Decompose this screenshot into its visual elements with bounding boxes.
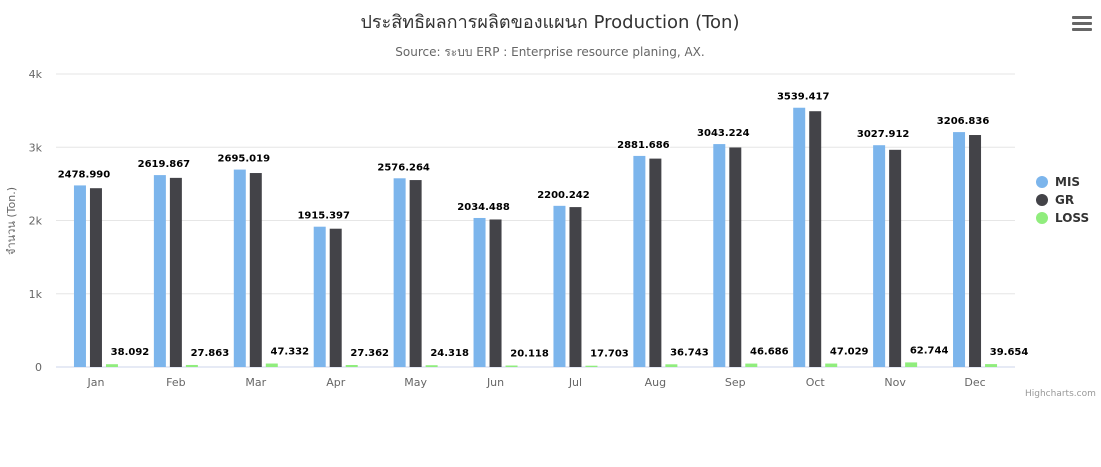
x-tick-label: Jun xyxy=(486,376,504,389)
data-label-mis: 2576.264 xyxy=(377,162,430,173)
bar-gr[interactable] xyxy=(649,158,662,367)
x-tick-label: Jul xyxy=(568,376,582,389)
legend-label-loss[interactable]: LOSS xyxy=(1055,211,1089,225)
x-tick-label: Sep xyxy=(725,376,746,389)
x-tick-label: Dec xyxy=(964,376,985,389)
x-tick-label: Oct xyxy=(806,376,826,389)
bar-gr[interactable] xyxy=(329,228,342,367)
data-label-mis: 1915.397 xyxy=(297,211,350,222)
legend-symbol-gr[interactable] xyxy=(1036,194,1048,206)
credits-link[interactable]: Highcharts.com xyxy=(1025,389,1096,399)
y-axis-title: จำนวน (Ton.) xyxy=(5,187,18,255)
bar-gr[interactable] xyxy=(729,147,742,367)
y-axis-ticks: 0 1k 2k 3k 4k xyxy=(29,68,43,374)
bar-loss[interactable] xyxy=(185,364,198,367)
data-label-loss: 39.654 xyxy=(990,347,1029,358)
bar-mis[interactable] xyxy=(553,205,566,367)
data-label-mis: 2034.488 xyxy=(457,202,510,213)
data-label-mis: 2478.990 xyxy=(58,169,111,180)
bar-mis[interactable] xyxy=(393,178,406,367)
bar-mis[interactable] xyxy=(793,107,806,367)
data-label-mis: 3027.912 xyxy=(857,129,910,140)
x-tick-label: Mar xyxy=(245,376,266,389)
data-label-loss: 62.744 xyxy=(910,345,949,356)
data-label-loss: 24.318 xyxy=(430,348,469,359)
bar-loss[interactable] xyxy=(905,362,918,367)
bar-mis[interactable] xyxy=(873,145,886,367)
bar-loss[interactable] xyxy=(585,365,598,367)
bar-mis[interactable] xyxy=(313,226,326,367)
bar-loss[interactable] xyxy=(345,364,358,367)
x-tick-label: Jan xyxy=(86,376,104,389)
y-tick-label: 1k xyxy=(29,288,43,301)
data-label-loss: 47.332 xyxy=(270,347,309,358)
bar-gr[interactable] xyxy=(409,180,422,367)
bar-mis[interactable] xyxy=(153,175,166,367)
bar-loss[interactable] xyxy=(665,364,678,367)
data-label-mis: 3043.224 xyxy=(697,128,750,139)
data-label-loss: 17.703 xyxy=(590,349,629,360)
data-label-loss: 46.686 xyxy=(750,347,789,358)
bar-mis[interactable] xyxy=(953,132,966,367)
y-tick-label: 0 xyxy=(35,361,42,374)
data-label-mis: 2881.686 xyxy=(617,140,670,151)
bar-loss[interactable] xyxy=(105,364,118,367)
bar-gr[interactable] xyxy=(969,135,982,367)
x-tick-label: Aug xyxy=(645,376,666,389)
data-label-loss: 38.092 xyxy=(111,347,150,358)
data-label-mis: 3539.417 xyxy=(777,92,830,103)
x-tick-label: Nov xyxy=(884,376,906,389)
legend-symbol-loss[interactable] xyxy=(1036,212,1048,224)
chart-title: ประสิทธิผลการผลิตของแผนก Production (Ton… xyxy=(361,12,740,33)
bar-gr[interactable] xyxy=(89,188,102,367)
bar-gr[interactable] xyxy=(249,173,262,367)
data-label-loss: 20.118 xyxy=(510,349,549,360)
bar-loss[interactable] xyxy=(265,363,278,367)
data-label-mis: 2619.867 xyxy=(138,159,191,170)
data-label-loss: 27.863 xyxy=(191,348,230,359)
bar-gr[interactable] xyxy=(169,177,182,367)
y-tick-label: 2k xyxy=(29,215,43,228)
x-tick-label: Feb xyxy=(166,376,185,389)
hamburger-menu-icon[interactable] xyxy=(1072,16,1092,34)
chart-subtitle: Source: ระบบ ERP : Enterprise resource p… xyxy=(395,45,704,59)
data-label-mis: 2695.019 xyxy=(218,154,271,165)
data-label-loss: 47.029 xyxy=(830,347,869,358)
bar-mis[interactable] xyxy=(233,169,246,367)
x-tick-label: May xyxy=(404,376,427,389)
x-tick-label: Apr xyxy=(326,376,346,389)
y-tick-label: 3k xyxy=(29,141,43,154)
bar-loss[interactable] xyxy=(985,364,998,367)
bar-gr[interactable] xyxy=(489,219,502,367)
bar-mis[interactable] xyxy=(633,155,646,367)
legend[interactable]: MIS GR LOSS xyxy=(1036,175,1089,225)
data-label-loss: 36.743 xyxy=(670,347,709,358)
bar-gr[interactable] xyxy=(889,149,902,367)
bar-loss[interactable] xyxy=(505,365,518,367)
data-label-mis: 2200.242 xyxy=(537,190,590,201)
bar-gr[interactable] xyxy=(569,207,582,367)
bars xyxy=(73,107,998,367)
bar-loss[interactable] xyxy=(745,363,758,367)
bar-mis[interactable] xyxy=(73,185,86,367)
data-label-mis: 3206.836 xyxy=(937,116,990,127)
y-tick-label: 4k xyxy=(29,68,43,81)
bar-loss[interactable] xyxy=(425,365,438,367)
data-label-loss: 27.362 xyxy=(350,348,389,359)
x-axis-ticks: Jan Feb Mar Apr May Jun Jul Aug Sep Oct Nov Dec xyxy=(86,376,985,389)
legend-label-gr[interactable]: GR xyxy=(1055,193,1074,207)
legend-label-mis[interactable]: MIS xyxy=(1055,175,1080,189)
bar-mis[interactable] xyxy=(713,144,726,367)
bar-gr[interactable] xyxy=(809,111,822,367)
legend-symbol-mis[interactable] xyxy=(1036,176,1048,188)
data-labels: 2478.990 38.092 2619.867 27.863 2695.019 47.3… xyxy=(56,90,1030,361)
grid-lines xyxy=(56,73,1015,368)
bar-mis[interactable] xyxy=(473,217,486,367)
bar-loss[interactable] xyxy=(825,363,838,367)
